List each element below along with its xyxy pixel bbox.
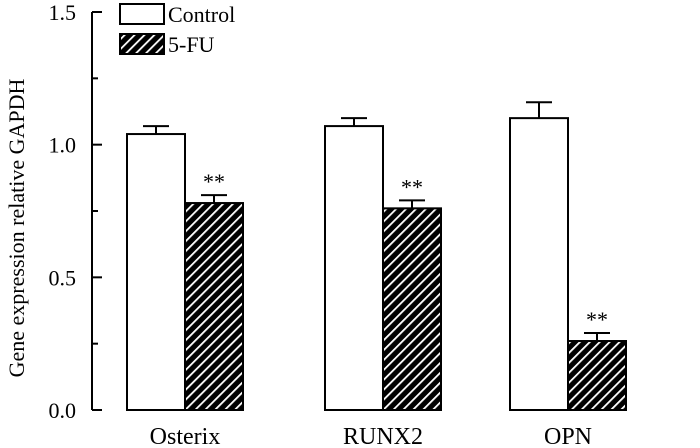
y-axis-label: Gene expression relative GAPDH [4, 79, 29, 378]
legend-label-control: Control [168, 2, 235, 27]
legend: Control 5-FU [119, 2, 235, 57]
bar-control-runx2 [324, 125, 384, 412]
y-tick-label: 0.5 [49, 265, 77, 290]
legend-swatch-control [119, 3, 165, 25]
bar-5fu-osterix [184, 202, 244, 411]
bar-5fu-opn [567, 340, 627, 411]
significance-marker: ** [586, 307, 608, 332]
x-tick-label-osterix: Osterix [150, 424, 221, 448]
axes: 0.0 0.5 1.0 1.5 [49, 0, 102, 423]
legend-label-5fu: 5-FU [168, 32, 215, 57]
significance-marker: ** [401, 174, 423, 199]
bar-5fu-runx2 [382, 207, 442, 411]
significance-marker: ** [203, 169, 225, 194]
bar-control-osterix [126, 133, 186, 411]
bars: ** Osterix ** RUNX2 ** OPN [126, 101, 627, 448]
x-tick-label-opn: OPN [544, 424, 592, 448]
bar-control-opn [509, 117, 569, 411]
x-tick-label-runx2: RUNX2 [343, 424, 423, 448]
y-tick-label: 1.0 [49, 133, 77, 158]
legend-swatch-5fu [119, 33, 165, 55]
y-tick-label: 1.5 [49, 0, 77, 25]
y-tick-label: 0.0 [49, 398, 77, 423]
